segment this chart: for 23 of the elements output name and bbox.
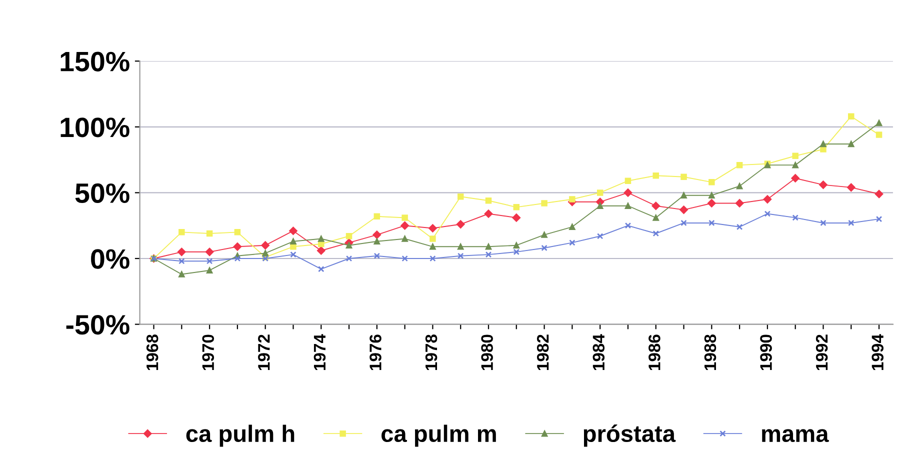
y-tick-label: 0%: [91, 249, 130, 269]
x-tick-label: 1974: [314, 334, 326, 370]
x-tick-label: 1988: [704, 334, 716, 370]
y-tick-label: -50%: [66, 314, 130, 335]
x-tick-label: 1992: [816, 334, 828, 370]
x-tick-label: 1982: [536, 334, 549, 370]
y-tick-label: 50%: [75, 183, 130, 204]
x-tick-label: 1968: [146, 334, 158, 370]
y-tick-label: 100%: [60, 118, 130, 138]
x-tick-label: 1976: [370, 334, 382, 370]
x-tick-label: 1990: [760, 334, 772, 370]
x-tick-label: 1970: [202, 334, 214, 370]
legend-label: ca pulm m: [382, 424, 496, 447]
legend-label: mama: [762, 429, 829, 442]
x-tick-label: 1978: [425, 334, 438, 370]
legend-label: próstata: [584, 424, 676, 447]
y-tick-label: 150%: [60, 52, 130, 72]
x-tick-label: 1972: [258, 334, 270, 370]
x-tick-label: 1986: [648, 334, 660, 370]
x-tick-label: 1994: [872, 334, 884, 370]
x-tick-label: 1980: [481, 334, 493, 370]
legend-label: ca pulm h: [186, 424, 294, 447]
x-tick-label: 1984: [592, 334, 605, 370]
